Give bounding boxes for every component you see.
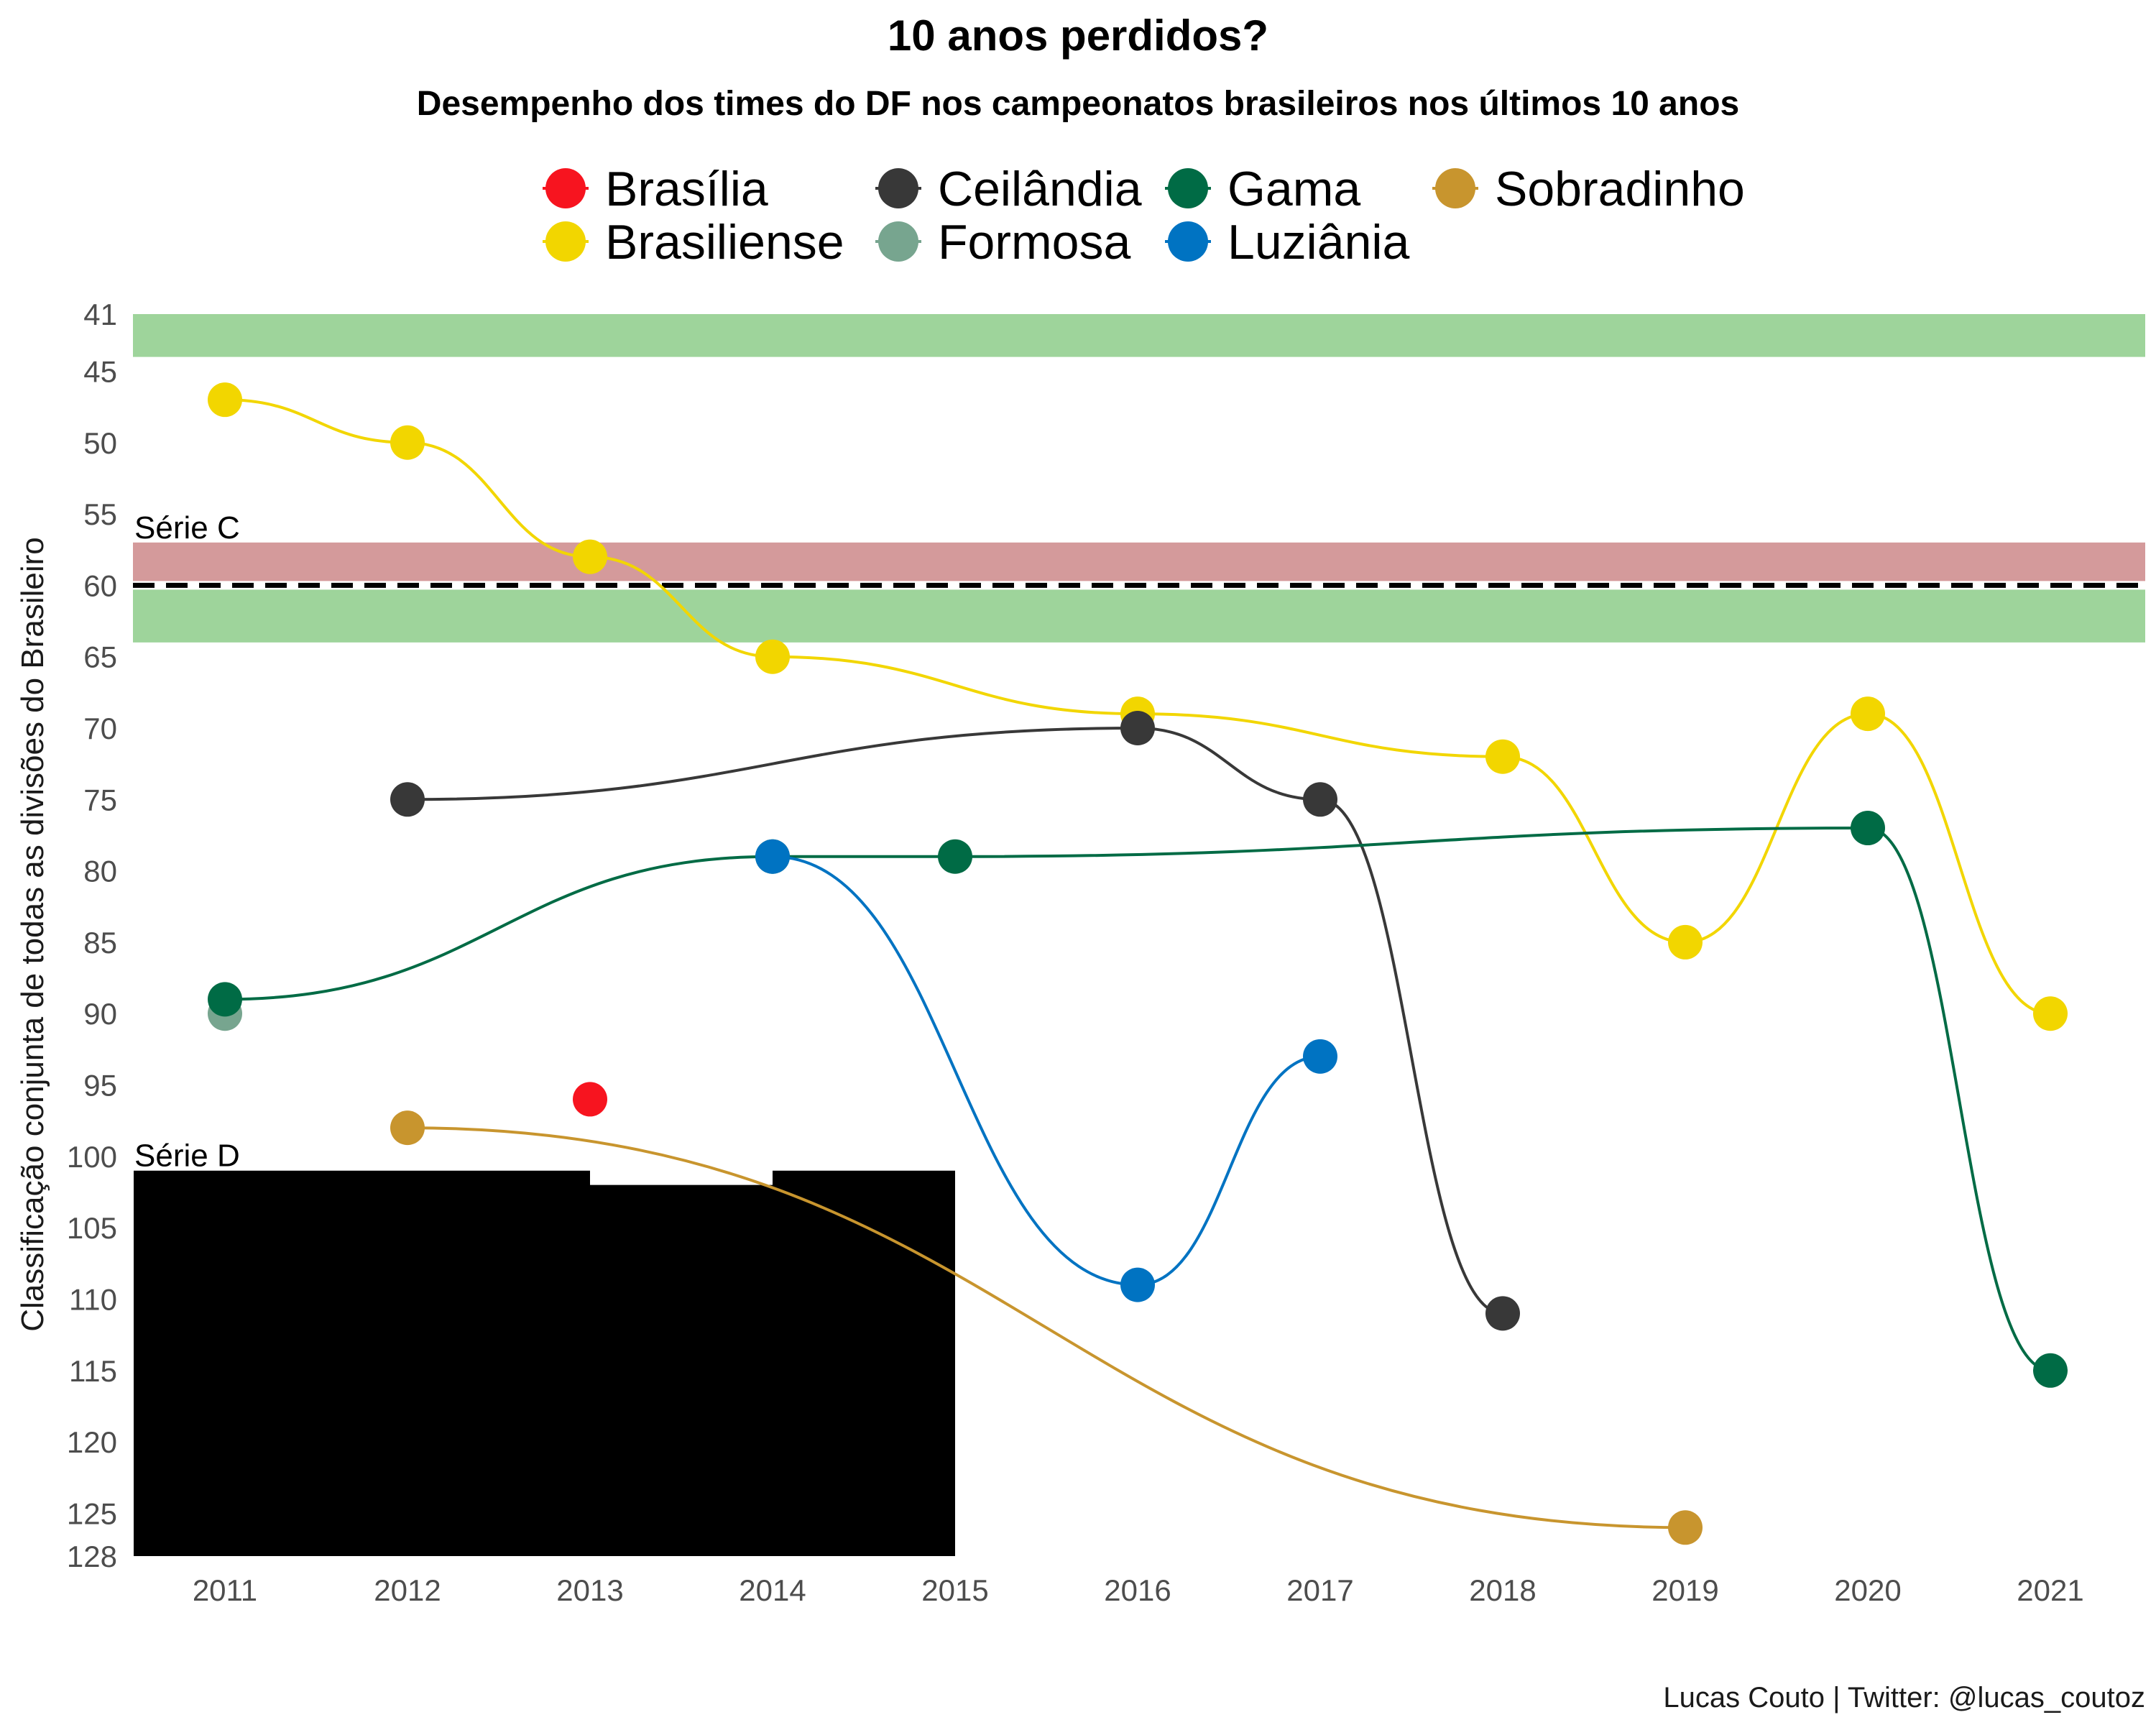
legend-label-5: Luziânia [1227,215,1409,270]
band-3 [134,1170,955,1556]
y-tick-label-12: 100 [67,1140,117,1174]
x-tick-label-5: 2016 [1104,1573,1171,1607]
y-tick-label-14: 110 [69,1282,117,1316]
series-line-2 [407,726,1503,1315]
x-tick-label-6: 2017 [1286,1573,1353,1607]
band-1 [133,542,2145,586]
band-0 [133,314,2145,357]
y-tick-label-17: 125 [67,1496,117,1530]
band-label-1: Série D [134,1138,240,1174]
chart-title: 10 anos perdidos? [888,12,1268,60]
y-tick-label-11: 95 [83,1069,117,1103]
point-5-0 [755,839,790,874]
legend-label-6: Sobradinho [1495,162,1745,216]
legend-key-4 [1168,168,1208,208]
legend-key-6 [1435,168,1475,208]
legend-label-0: Brasília [605,162,768,216]
y-tick-label-18: 128 [67,1540,117,1573]
y-tick-label-6: 70 [83,712,117,745]
legend-label-4: Gama [1227,162,1360,216]
x-tick-label-10: 2021 [2017,1573,2083,1607]
y-tick-label-16: 120 [67,1425,117,1459]
chart-subtitle: Desempenho dos times do DF nos campeonat… [417,85,1739,123]
point-4-0 [208,982,242,1017]
y-tick-label-1: 45 [83,354,117,388]
point-4-4 [2033,1353,2068,1388]
y-tick-label-4: 60 [83,569,117,602]
point-4-2 [938,839,972,874]
point-4-3 [1851,811,1885,846]
legend-label-2: Ceilândia [938,162,1142,216]
legend-key-3 [878,221,918,262]
series-line-5 [772,855,1321,1287]
legend-key-5 [1168,221,1208,262]
band-2 [133,585,2145,643]
y-tick-label-8: 80 [83,855,117,888]
band-label-0: Série C [134,510,240,546]
y-tick-label-15: 115 [69,1354,117,1388]
point-1-8 [2033,996,2068,1031]
legend-key-0 [545,168,586,208]
y-tick-label-3: 55 [83,497,117,531]
point-2-3 [1485,1296,1520,1331]
point-1-3 [755,639,790,674]
y-axis-ticks: 41 45 50 55 60 65 70 75 80 85 90 95 100 105 110 115 120 1… [67,298,117,1573]
x-tick-label-4: 2015 [921,1573,988,1607]
x-tick-label-9: 2020 [1834,1573,1901,1607]
point-6-0 [390,1110,425,1146]
point-2-1 [1120,711,1155,745]
legend-label-1: Brasiliense [605,215,844,270]
x-tick-label-0: 2011 [193,1573,257,1607]
point-1-1 [390,425,425,460]
y-tick-label-0: 41 [83,298,117,331]
legend-key-1 [545,221,586,262]
series-line-1 [224,398,2051,1016]
x-tick-label-8: 2019 [1651,1573,1718,1607]
x-tick-label-2: 2013 [556,1573,623,1607]
point-1-5 [1485,739,1520,774]
point-1-6 [1668,924,1703,960]
bands-layer [133,314,2145,1556]
y-tick-label-10: 90 [83,997,117,1031]
series-lines-layer [224,398,2051,1530]
point-5-1 [1120,1267,1155,1302]
legend-key-2 [878,168,918,208]
point-1-2 [573,539,607,574]
y-axis-title: Classificação conjunta de todas as divis… [15,537,50,1331]
point-1-0 [208,382,242,418]
x-axis-ticks: 2011 2012 2013 2014 2015 2016 2017 2018 2019 2020… [193,1573,2084,1607]
x-tick-label-7: 2018 [1469,1573,1536,1607]
x-tick-label-1: 2012 [374,1573,441,1607]
series-line-6 [407,1126,1686,1530]
series-points-layer [208,382,2068,1545]
point-2-2 [1303,782,1337,817]
point-1-7 [1851,696,1885,732]
legend-label-3: Formosa [938,215,1130,270]
y-tick-label-5: 65 [83,640,117,674]
point-0-0 [573,1082,607,1117]
caption: Lucas Couto | Twitter: @lucas_coutoz [1663,1682,2145,1714]
y-tick-label-9: 85 [83,926,117,960]
y-tick-label-13: 105 [67,1211,117,1245]
series-line-4 [224,827,2051,1372]
x-tick-label-3: 2014 [739,1573,806,1607]
point-5-2 [1303,1039,1337,1074]
band-labels-layer: Série C Série D [134,510,240,1174]
point-6-1 [1668,1510,1703,1545]
y-tick-label-2: 50 [83,426,117,460]
y-tick-label-7: 75 [83,783,117,816]
point-2-0 [390,782,425,817]
